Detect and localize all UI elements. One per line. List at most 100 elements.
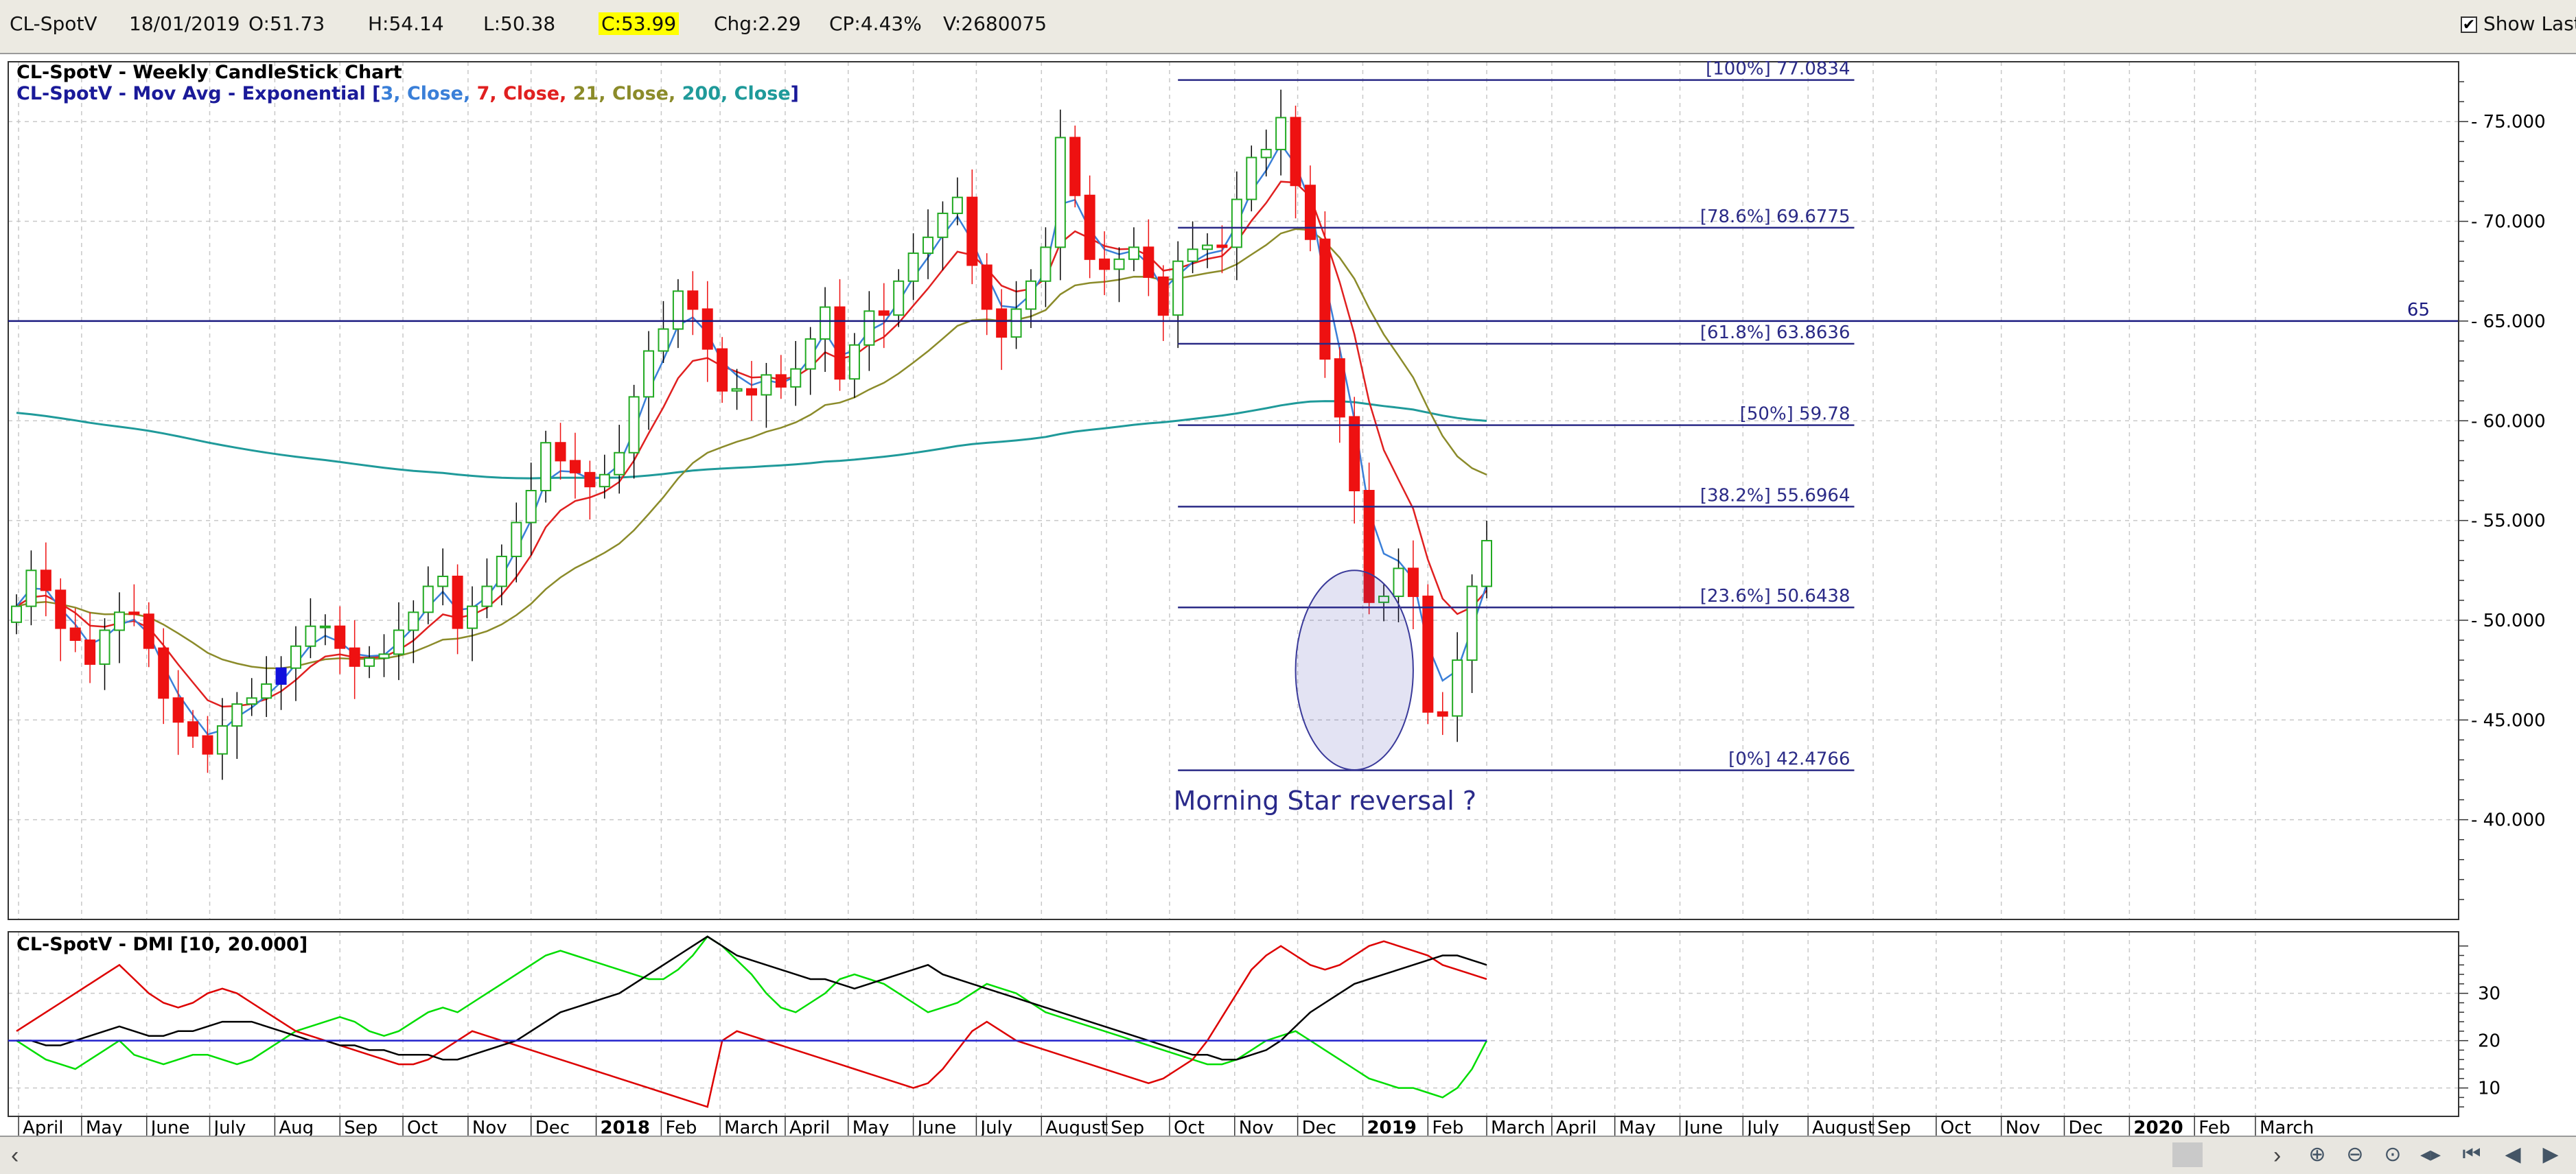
scroll-forward-icon[interactable]: ▶ (2542, 1143, 2559, 1166)
ema-200-line (16, 400, 1487, 480)
dmi-series-line (16, 935, 1487, 1061)
chart-area[interactable]: [100%] 77.0834 [78.6%] 69.6775 [61.8%] 63.… (0, 55, 2576, 1136)
candle-body (40, 570, 51, 591)
candle-body (1113, 258, 1125, 270)
candle-body (422, 585, 434, 613)
candle-body (1378, 596, 1390, 603)
scroll-left-arrow[interactable]: ‹ (11, 1142, 19, 1169)
ema-3-line (16, 142, 1488, 736)
price-tick-label: - 70.000 (2471, 212, 2546, 233)
date-tick-label: August (1045, 1118, 1108, 1136)
date-tick-label: 2020 (2133, 1118, 2183, 1136)
morning-star-ellipse[interactable] (1295, 570, 1414, 771)
fib-level-label: [61.8%] 63.8636 (1700, 322, 1850, 343)
date-tick-label: Sep (1877, 1118, 1911, 1136)
scroll-start-icon[interactable]: ⏮ (2462, 1142, 2481, 1165)
morning-star-annotation: Morning Star reversal ? (1174, 786, 1476, 816)
candle-body (1334, 358, 1345, 418)
candle-body (878, 310, 890, 316)
candle-body (1157, 276, 1169, 316)
candle-body (717, 348, 728, 392)
dmi-axis: 30 20 10 (2458, 932, 2500, 1116)
candle-body (584, 471, 596, 488)
horizontal-line-65[interactable]: 65 (8, 300, 2459, 322)
candle-body (804, 338, 816, 370)
dmi-grid (8, 932, 2459, 1116)
date-tick-label: April (23, 1118, 63, 1136)
symbol-label: CL-SpotV (10, 12, 97, 35)
fib-level-label: [78.6%] 69.6775 (1700, 207, 1850, 227)
zoom-out-icon[interactable]: ⊖ (2346, 1143, 2364, 1166)
candle-body (672, 290, 684, 330)
date-tick-label: Dec (2069, 1118, 2103, 1136)
ellipse-shape (1295, 570, 1414, 771)
dmi-tick-label: 20 (2478, 1031, 2500, 1052)
zoom-in-icon[interactable]: ⊕ (2308, 1143, 2326, 1166)
price-axis: - 75.000 - 70.000 - 65.000 - 60.000 - 55.000… (2458, 62, 2546, 919)
date-tick-label: June (150, 1118, 190, 1136)
candle-body (1054, 137, 1066, 248)
date-tick-label: July (1745, 1118, 1779, 1136)
price-chart-title: CL-SpotV - Weekly CandleStick Chart (16, 62, 402, 83)
horizontal-line-label: 65 (2407, 300, 2430, 320)
candle-body (981, 264, 993, 310)
candle-body (996, 308, 1008, 338)
legend-ema-entry: 21, Close, (573, 83, 682, 104)
candle-body (1172, 260, 1184, 316)
candle-body (1231, 198, 1242, 248)
candle-body (437, 576, 449, 587)
fibonacci-retracement[interactable]: [100%] 77.0834 [78.6%] 69.6775 [61.8%] 63.… (1178, 59, 1855, 771)
date-tick-label: Aug (279, 1118, 314, 1136)
candle-body (1260, 148, 1272, 159)
price-tick-label: - 50.000 (2471, 611, 2546, 631)
candle-body (158, 647, 170, 699)
candle-body (761, 374, 772, 396)
ema-200-path (16, 400, 1487, 480)
date-tick-label: May (1619, 1118, 1656, 1136)
scroll-thumb[interactable] (2172, 1142, 2203, 1167)
dmi-title: CL-SpotV - DMI [10, 20.000] (16, 934, 308, 955)
date-tick-label: 2018 (601, 1118, 650, 1136)
date-label: 18/01/2019 (129, 12, 240, 35)
candle-body (1290, 117, 1301, 187)
candle-body (599, 473, 610, 488)
candle-body (378, 653, 390, 659)
bottom-scrollbar[interactable]: ‹ › ⊕ ⊖ ⊙ ◂▸ ⏮ ◀ ▶ (0, 1136, 2576, 1174)
candle-body (11, 605, 22, 623)
date-tick-label: Feb (2198, 1118, 2230, 1136)
price-tick-label: - 40.000 (2471, 810, 2546, 831)
show-last-checkbox[interactable]: ✔ (2461, 16, 2477, 33)
candle-body (1202, 244, 1214, 250)
candle-body (364, 657, 375, 667)
scroll-right-arrow[interactable]: › (2273, 1142, 2282, 1169)
candle-body (1452, 659, 1463, 717)
candle-body (1481, 539, 1492, 587)
candle-body (467, 605, 478, 629)
dmi-panel-frame (8, 931, 2459, 1117)
candle-body (746, 388, 757, 396)
show-last-label[interactable]: Show Last (2483, 12, 2576, 35)
candle-body (334, 625, 346, 649)
candle-body (687, 290, 699, 310)
fib-level-label: [50%] 59.78 (1740, 404, 1850, 425)
date-tick-label: Oct (407, 1118, 438, 1136)
candle-body (393, 629, 404, 655)
legend-suffix: ] (791, 83, 799, 104)
candle-body (1319, 238, 1331, 360)
candle-body (349, 647, 360, 667)
candle-body (128, 611, 140, 615)
legend-ema-entry: 7, Close, (477, 83, 573, 104)
candle-body (99, 629, 111, 665)
reset-zoom-icon[interactable]: ⊙ (2384, 1143, 2402, 1166)
candle-body (511, 521, 522, 557)
date-tick-label: Nov (1239, 1118, 1274, 1136)
scroll-both-icon[interactable]: ◂▸ (2420, 1143, 2441, 1166)
volume-value: V:2680075 (943, 12, 1047, 35)
candle-body (481, 585, 493, 607)
scroll-back-icon[interactable]: ◀ (2505, 1143, 2521, 1166)
candle-body (1437, 711, 1448, 717)
candle-body (1349, 416, 1360, 491)
date-tick-label: Dec (535, 1118, 570, 1136)
date-tick-label: Sep (344, 1118, 378, 1136)
fib-level-label: [0%] 42.4766 (1728, 749, 1850, 770)
